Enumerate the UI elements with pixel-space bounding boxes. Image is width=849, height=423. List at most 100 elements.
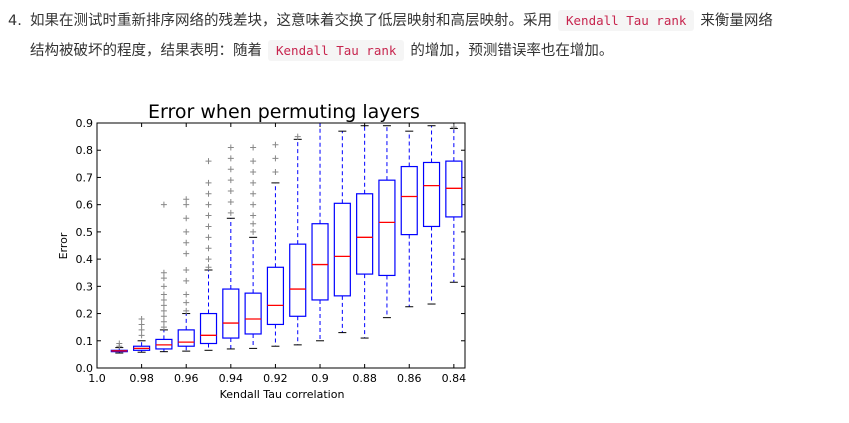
outlier-point [138,316,145,322]
outlier-point [160,291,167,298]
outlier-point [205,256,212,263]
y-axis-label: Error [57,232,70,259]
box [244,292,262,335]
outlier-point [227,198,234,205]
outlier-point [205,158,212,165]
outlier-point [160,275,167,282]
paragraph-text-1a: 如果在测试时重新排序网络的残差块，这意味着交换了低层映射和高层映射。采用 [30,13,552,29]
paragraph-line-2: 结构被破坏的程度，结果表明：随着 Kendall Tau rank 的增加，预测错误… [8,36,844,66]
outlier-point [250,158,257,165]
outlier-point [183,299,190,306]
x-tick-label: 0.98 [129,372,154,385]
outlier-point [160,318,167,325]
outlier-point [227,166,234,173]
paragraph-text-1b: 来衡量网络 [700,13,773,29]
outlier-point [450,124,457,131]
box [199,312,218,345]
outlier-point [205,190,212,197]
outlier-point [250,220,257,227]
outlier-point [227,155,234,162]
box [333,202,351,297]
outlier-point [250,169,257,175]
box [266,266,285,326]
outlier-point [116,340,123,347]
outlier-point [227,177,234,184]
outlier-point [227,209,234,216]
box [378,179,396,277]
outlier-point [183,267,190,273]
outlier-point [160,269,167,276]
x-tick-label: 0.94 [219,372,244,385]
box [400,165,418,236]
outlier-point [205,179,212,186]
outlier-point [183,291,190,298]
outlier-point [183,228,190,235]
paragraph-line-1: 4. 如果在测试时重新排序网络的残差块，这意味着交换了低层映射和高层映射。采用 Ke… [8,6,844,36]
y-tick-label: 0.4 [76,253,94,266]
y-tick-label: 0.9 [76,117,94,130]
list-item: 4. 如果在测试时重新排序网络的残差块，这意味着交换了低层映射和高层映射。采用 Ke… [8,6,844,66]
y-tick-label: 0.0 [76,362,94,375]
x-tick-label: 0.92 [263,372,288,385]
y-tick-label: 0.2 [76,308,94,321]
outlier-point [160,201,167,208]
outlier-point [250,212,257,219]
outlier-point [205,234,212,241]
paragraph-text-2a: 结构被破坏的程度，结果表明：随着 [30,43,262,59]
outlier-point [272,141,279,148]
boxplot-chart: Error when permuting layers Kendall Tau … [57,101,467,401]
outlier-point [205,201,212,208]
outlier-point [160,324,167,331]
outlier-point [294,133,301,140]
outlier-point [205,264,212,271]
outlier-point [160,296,167,303]
y-tick-label: 0.7 [76,171,94,184]
chart-title: Error when permuting layers [148,101,420,123]
box [155,338,173,350]
outlier-point [160,283,167,290]
outlier-point [183,239,190,246]
x-tick-label: 0.84 [442,372,467,385]
outlier-point [183,201,190,208]
x-tick-label: 0.9 [311,372,329,385]
outlier-point [160,313,167,320]
outlier-point [272,169,279,175]
list-number: 4. [8,13,22,29]
outlier-point [250,228,257,235]
outlier-point [227,144,234,151]
box [177,329,195,347]
outlier-point [183,250,190,257]
outlier-point [250,190,257,197]
outlier-point [250,179,257,186]
outlier-point [205,223,212,230]
x-tick-label: 0.86 [397,372,422,385]
outlier-point [138,321,145,328]
x-tick-label: 1.0 [88,372,106,385]
outlier-point [272,155,279,162]
box [289,243,307,317]
x-axis-label: Kendall Tau correlation [220,388,345,401]
outlier-point [160,302,167,309]
box [356,193,374,275]
outlier-point [250,201,257,208]
inline-code-1: Kendall Tau rank [558,10,695,31]
box [222,288,240,339]
y-tick-label: 0.3 [76,280,94,293]
box [445,160,463,218]
outlier-point [183,215,190,222]
outlier-point [138,326,145,333]
paragraph-text-2b: 的增加，预测错误率也在增加。 [410,43,614,59]
inline-code-2: Kendall Tau rank [268,40,405,61]
outlier-point [250,144,257,151]
y-tick-label: 0.1 [76,335,94,348]
outlier-point [183,277,190,284]
outlier-point [227,188,234,195]
x-tick-label: 0.88 [352,372,377,385]
outlier-point [183,196,190,203]
outlier-point [160,307,167,314]
y-tick-label: 0.6 [76,199,94,212]
box [311,223,329,301]
y-tick-label: 0.5 [76,226,94,239]
plot-frame [96,122,466,369]
x-tick-label: 0.96 [174,372,199,385]
